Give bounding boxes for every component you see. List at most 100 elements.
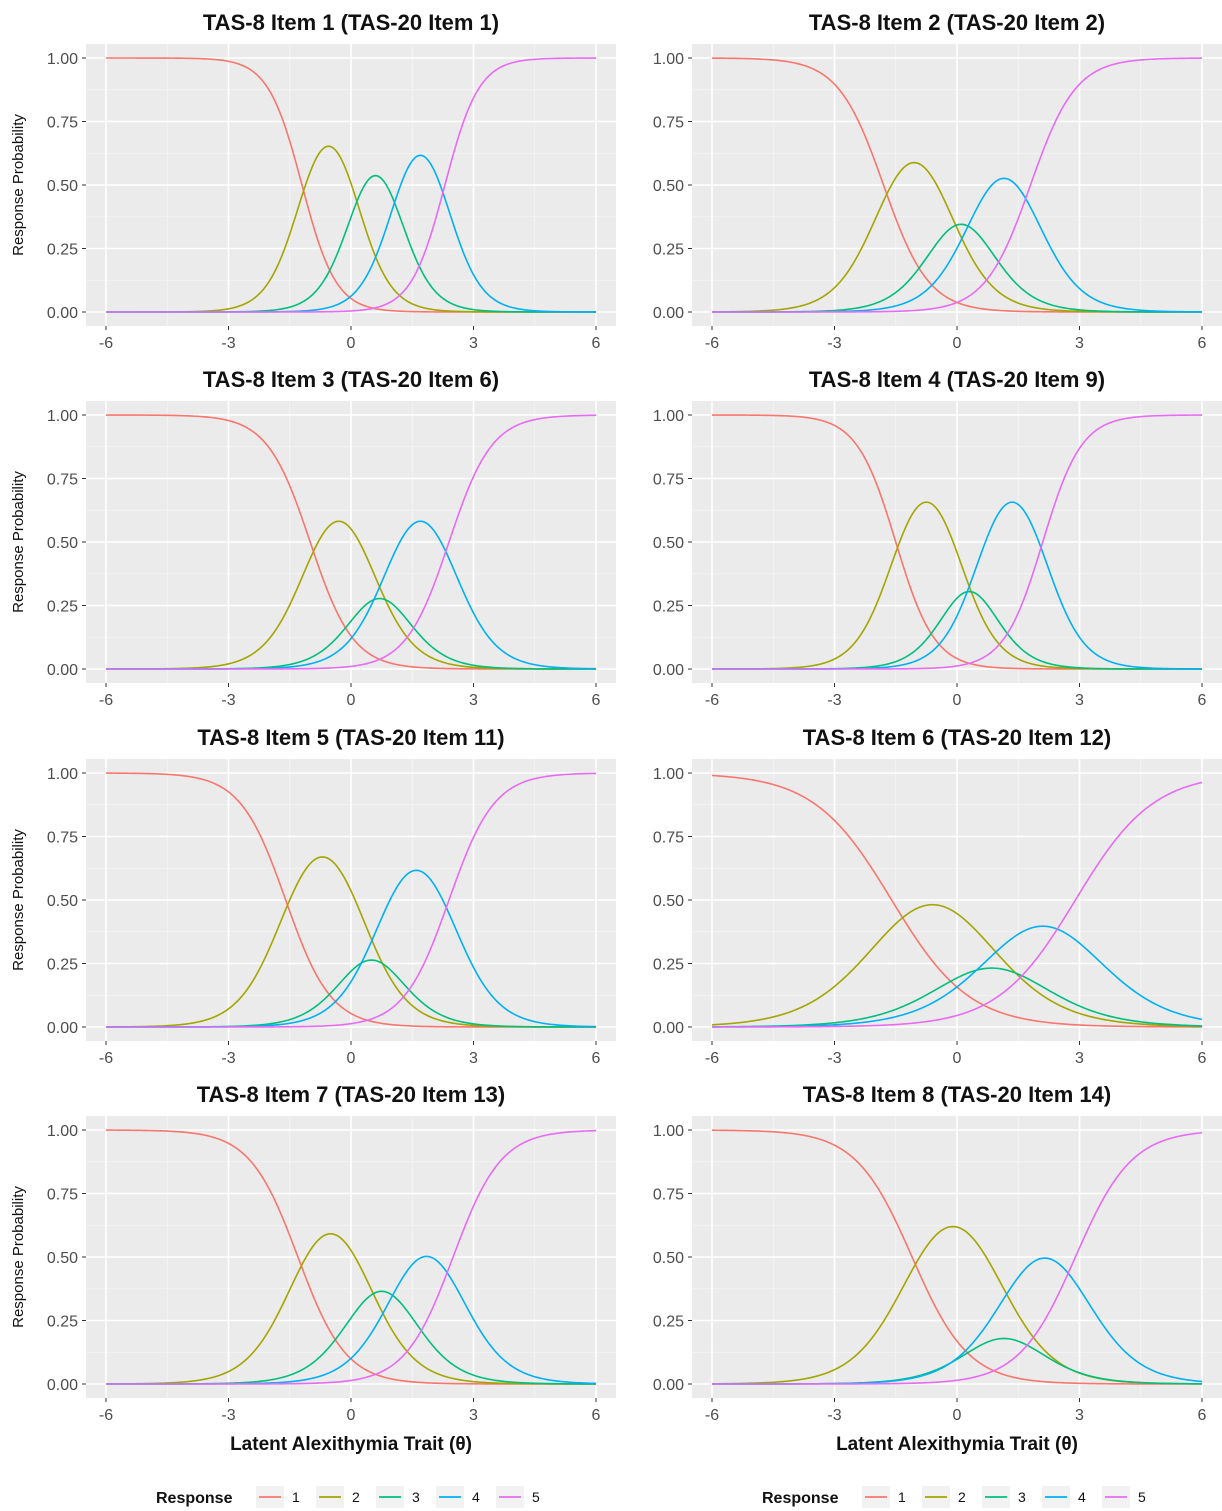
legend-label: 5 — [532, 1489, 540, 1505]
y-axis-label: Response Probability — [10, 1186, 27, 1328]
y-tick-label: 0.75 — [47, 1187, 78, 1204]
series-line-response-5 — [106, 772, 597, 1028]
series-line-response-5 — [712, 1132, 1203, 1385]
series-line-response-1 — [711, 1129, 1202, 1385]
legend-label: 1 — [292, 1489, 300, 1505]
y-tick-label: 0.75 — [653, 830, 684, 847]
y-tick-label: 0.75 — [653, 472, 684, 489]
y-tick-label: 0.75 — [47, 472, 78, 489]
x-tick-label: -3 — [827, 692, 841, 709]
x-tick-label: -6 — [705, 1407, 719, 1424]
x-tick-label: -3 — [827, 335, 841, 352]
y-tick-label: 0.50 — [653, 1250, 684, 1267]
panel-title: TAS-8 Item 1 (TAS-20 Item 1) — [203, 10, 499, 35]
y-tick-label: 0.50 — [47, 535, 78, 552]
y-tick-label: 1.00 — [47, 766, 78, 783]
legend-label: 3 — [412, 1489, 420, 1505]
y-tick-label: 0.50 — [653, 535, 684, 552]
y-tick-label: 0.25 — [653, 957, 684, 974]
x-tick-label: 0 — [953, 1050, 962, 1067]
x-tick-label: -3 — [221, 692, 235, 709]
x-tick-label: -6 — [705, 1050, 719, 1067]
panel-title: TAS-8 Item 4 (TAS-20 Item 9) — [809, 367, 1105, 392]
legend-label: 3 — [1018, 1489, 1026, 1505]
y-tick-label: 0.50 — [47, 893, 78, 910]
x-tick-label: 3 — [1075, 1050, 1084, 1067]
panel-title: TAS-8 Item 3 (TAS-20 Item 6) — [203, 367, 499, 392]
panel-1: TAS-8 Item 1 (TAS-20 Item 1) 0.00 0.25 0.50… — [10, 10, 616, 352]
y-tick-label: 0.75 — [47, 115, 78, 132]
y-tick-label: 1.00 — [653, 51, 684, 68]
legend-label: 2 — [352, 1489, 360, 1505]
x-tick-label: -3 — [827, 1407, 841, 1424]
y-tick-label: 0.00 — [47, 1020, 78, 1037]
y-tick-label: 1.00 — [653, 766, 684, 783]
panel-2: TAS-8 Item 2 (TAS-20 Item 2) 0.00 0.25 0.50… — [653, 10, 1222, 352]
x-tick-label: 6 — [592, 1050, 601, 1067]
x-tick-label: 6 — [1198, 1407, 1207, 1424]
x-axis-label: Latent Alexithymia Trait (θ) — [230, 1434, 472, 1455]
x-tick-label: -3 — [827, 1050, 841, 1067]
y-tick-label: 1.00 — [47, 51, 78, 68]
x-tick-label: -6 — [99, 1407, 113, 1424]
x-tick-label: -6 — [705, 692, 719, 709]
y-tick-label: 0.25 — [47, 1314, 78, 1331]
legend-label: 2 — [958, 1489, 966, 1505]
x-tick-label: 3 — [469, 1050, 478, 1067]
legend-title: Response — [762, 1490, 839, 1507]
x-tick-label: 0 — [953, 692, 962, 709]
series-line-response-2 — [711, 903, 1203, 1028]
y-tick-label: 0.25 — [653, 242, 684, 259]
x-tick-label: 6 — [1198, 335, 1207, 352]
x-tick-label: 6 — [592, 1407, 601, 1424]
y-axis-label: Response Probability — [10, 114, 27, 256]
y-tick-label: 0.00 — [653, 662, 684, 679]
x-tick-label: 3 — [469, 692, 478, 709]
y-tick-label: 0.00 — [653, 1377, 684, 1394]
legend-label: 5 — [1138, 1489, 1146, 1505]
y-tick-label: 0.25 — [47, 599, 78, 616]
y-tick-label: 0.75 — [653, 1187, 684, 1204]
panel-title: TAS-8 Item 2 (TAS-20 Item 2) — [809, 10, 1105, 35]
series-line-response-5 — [106, 1129, 597, 1385]
x-tick-label: 6 — [592, 692, 601, 709]
y-tick-label: 0.50 — [653, 893, 684, 910]
legend-1: Response 1 2 3 4 5 — [156, 1486, 540, 1508]
panel-4: TAS-8 Item 4 (TAS-20 Item 9) 0.00 0.25 0.50… — [653, 367, 1222, 709]
y-tick-label: 0.00 — [47, 305, 78, 322]
y-tick-label: 0.00 — [47, 1377, 78, 1394]
x-tick-label: 0 — [347, 692, 356, 709]
y-tick-label: 1.00 — [47, 1123, 78, 1140]
panel-5: TAS-8 Item 5 (TAS-20 Item 11) 0.00 0.25 0.5… — [10, 725, 616, 1067]
y-tick-label: 0.25 — [653, 599, 684, 616]
x-tick-label: -6 — [99, 1050, 113, 1067]
x-tick-label: 3 — [469, 1407, 478, 1424]
x-tick-label: 0 — [347, 335, 356, 352]
y-tick-label: 0.50 — [653, 178, 684, 195]
panel-6: TAS-8 Item 6 (TAS-20 Item 12) 0.00 0.25 0.5… — [653, 725, 1222, 1067]
panel-title: TAS-8 Item 5 (TAS-20 Item 11) — [197, 725, 504, 750]
legend-label: 1 — [898, 1489, 906, 1505]
y-tick-label: 0.00 — [653, 305, 684, 322]
panel-title: TAS-8 Item 6 (TAS-20 Item 12) — [803, 725, 1111, 750]
x-tick-label: 6 — [1198, 692, 1207, 709]
x-tick-label: -3 — [221, 1050, 235, 1067]
x-tick-label: -3 — [221, 1407, 235, 1424]
y-tick-label: 0.25 — [47, 957, 78, 974]
y-tick-label: 1.00 — [47, 408, 78, 425]
x-tick-label: 0 — [347, 1407, 356, 1424]
x-tick-label: 3 — [1075, 335, 1084, 352]
legend-title: Response — [156, 1490, 233, 1507]
x-tick-label: 6 — [1198, 1050, 1207, 1067]
x-tick-label: 0 — [347, 1050, 356, 1067]
x-tick-label: 3 — [1075, 692, 1084, 709]
series-line-response-5 — [712, 781, 1203, 1028]
x-axis-label: Latent Alexithymia Trait (θ) — [836, 1434, 1078, 1455]
legend-label: 4 — [1078, 1489, 1086, 1505]
y-tick-label: 0.50 — [47, 178, 78, 195]
panel-title: TAS-8 Item 7 (TAS-20 Item 13) — [197, 1082, 505, 1107]
y-axis-label: Response Probability — [10, 829, 27, 971]
panel-7: TAS-8 Item 7 (TAS-20 Item 13) 0.00 0.25 0.5… — [10, 1082, 616, 1455]
y-tick-label: 0.25 — [47, 242, 78, 259]
